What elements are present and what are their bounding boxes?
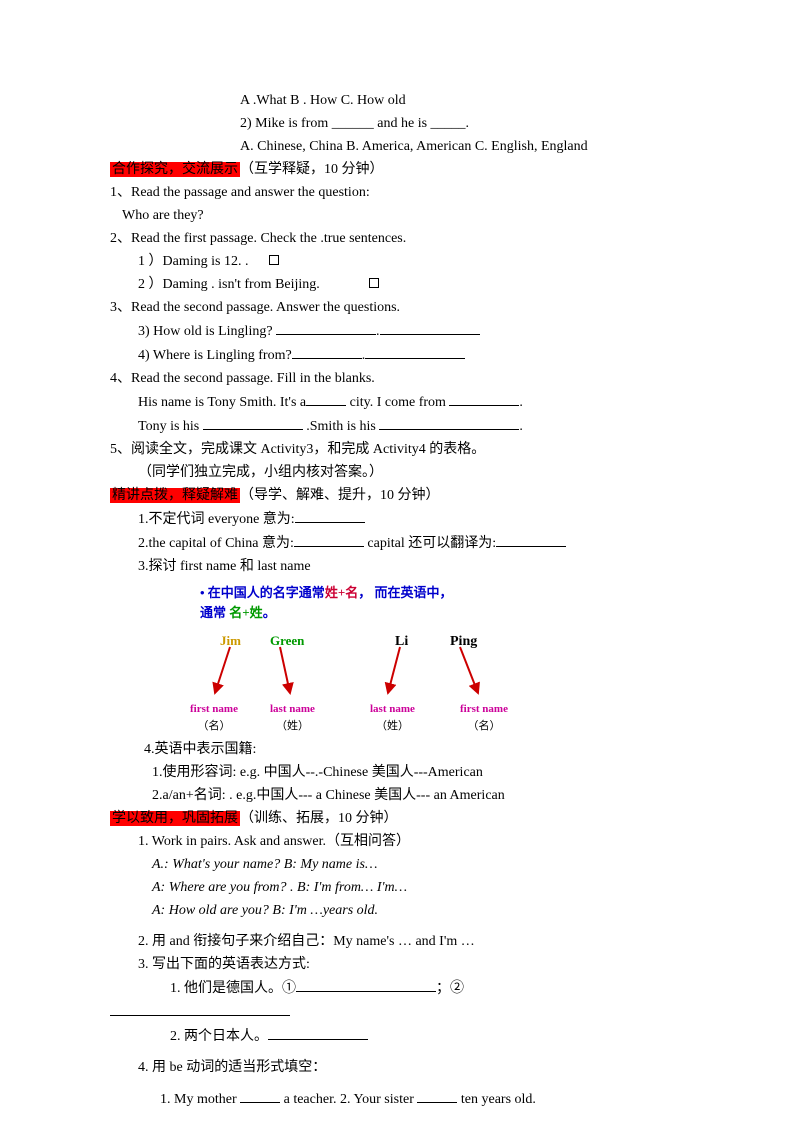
s2-l4: 4.英语中表示国籍: [110, 739, 684, 760]
blank [268, 1025, 368, 1040]
s1-q3b: 4) Where is Lingling from?. [110, 344, 684, 366]
blank [276, 320, 376, 335]
arrows-svg [160, 645, 560, 705]
s3-l3: 3. 写出下面的英语表达方式: [110, 954, 684, 975]
blank [292, 344, 362, 359]
s2-l4a: 1.使用形容词: e.g. 中国人--.-Chinese 美国人---Ameri… [110, 762, 684, 783]
section2-header: 精讲点拨，释疑解难（导学、解难、提升，10 分钟） [110, 485, 684, 506]
blank [295, 508, 365, 523]
s1-q3: 3、Read the second passage. Answer the qu… [110, 297, 684, 318]
checkbox-icon [369, 278, 379, 288]
blank [417, 1088, 457, 1103]
last-name-label: last name（姓） [370, 701, 415, 734]
s1-q5a: （同学们独立完成，小组内核对答案。） [110, 462, 684, 483]
s1-q4b: Tony is his .Smith is his . [110, 415, 684, 437]
s3-l3a-blank [110, 1001, 684, 1023]
q1-options: A .What B . How C. How old [110, 90, 684, 111]
blank [296, 977, 436, 992]
s1-q3a: 3) How old is Lingling? . [110, 320, 684, 342]
blank [449, 391, 519, 406]
s1-q2: 2、Read the first passage. Check the .tru… [110, 228, 684, 249]
s1-q4a: His name is Tony Smith. It's a city. I c… [110, 391, 684, 413]
s2-l4b: 2.a/an+名词: . e.g.中国人--- a Chinese 美国人---… [110, 785, 684, 806]
blank [110, 1001, 290, 1016]
blank [380, 320, 480, 335]
s3-l3b: 2. 两个日本人。 [110, 1025, 684, 1047]
q2-text: 2) Mike is from ______ and he is _____. [110, 113, 684, 134]
section1-title: 合作探究，交流展示 [110, 162, 240, 177]
section2-note: （导学、解难、提升，10 分钟） [240, 488, 440, 503]
section3-note: （训练、拓展，10 分钟） [240, 811, 398, 826]
blank [365, 344, 465, 359]
s3-l3a: 1. 他们是德国人。①；② [110, 977, 684, 999]
s3-l1: 1. Work in pairs. Ask and answer.（互相问答） [110, 831, 684, 852]
s1-q1a: Who are they? [110, 205, 684, 226]
first-name-label: first name（名） [190, 701, 238, 734]
section1-header: 合作探究，交流展示（互学释疑，10 分钟） [110, 159, 684, 180]
s1-q2a: 1 ）Daming is 12. . [110, 251, 684, 272]
s2-l2: 2.the capital of China 意为: capital 还可以翻译… [110, 532, 684, 554]
s3-l4: 4. 用 be 动词的适当形式填空： [110, 1057, 684, 1078]
blank [496, 532, 566, 547]
blank [294, 532, 364, 547]
s1-q2b: 2 ）Daming . isn't from Beijing. [110, 274, 684, 295]
section2-title: 精讲点拨，释疑解难 [110, 488, 240, 503]
s3-l4a: 1. My mother a teacher. 2. Your sister t… [110, 1088, 684, 1110]
s3-l2: 2. 用 and 衔接句子来介绍自己：My name's … and I'm … [110, 931, 684, 952]
last-name-label: last name（姓） [270, 701, 315, 734]
blank [379, 415, 519, 430]
s1-q4: 4、Read the second passage. Fill in the b… [110, 368, 684, 389]
section3-title: 学以致用，巩固拓展 [110, 811, 240, 826]
blank [203, 415, 303, 430]
document-body: A .What B . How C. How old 2) Mike is fr… [0, 0, 794, 1110]
section1-note: （互学释疑，10 分钟） [240, 162, 384, 177]
q2-options: A. Chinese, China B. America, American C… [110, 136, 684, 157]
s2-l3: 3.探讨 first name 和 last name [110, 556, 684, 577]
blank [306, 391, 346, 406]
name-diagram: • 在中国人的名字通常姓+名， 而在英语中， 通常 名+姓。 Jim Green… [160, 583, 684, 733]
s3-d1b: A: Where are you from? . B: I'm from… I'… [110, 877, 684, 898]
section3-header: 学以致用，巩固拓展（训练、拓展，10 分钟） [110, 808, 684, 829]
s1-q1: 1、Read the passage and answer the questi… [110, 182, 684, 203]
first-name-label: first name（名） [460, 701, 508, 734]
s2-l1: 1.不定代词 everyone 意为: [110, 508, 684, 530]
checkbox-icon [269, 255, 279, 265]
s3-d1c: A: How old are you? B: I'm …years old. [110, 900, 684, 921]
diagram-caption: • 在中国人的名字通常姓+名， 而在英语中， 通常 名+姓。 [200, 583, 453, 622]
s3-d1a: A.: What's your name? B: My name is… [110, 854, 684, 875]
s1-q5: 5、阅读全文，完成课文 Activity3，和完成 Activity4 的表格。 [110, 439, 684, 460]
blank [240, 1088, 280, 1103]
